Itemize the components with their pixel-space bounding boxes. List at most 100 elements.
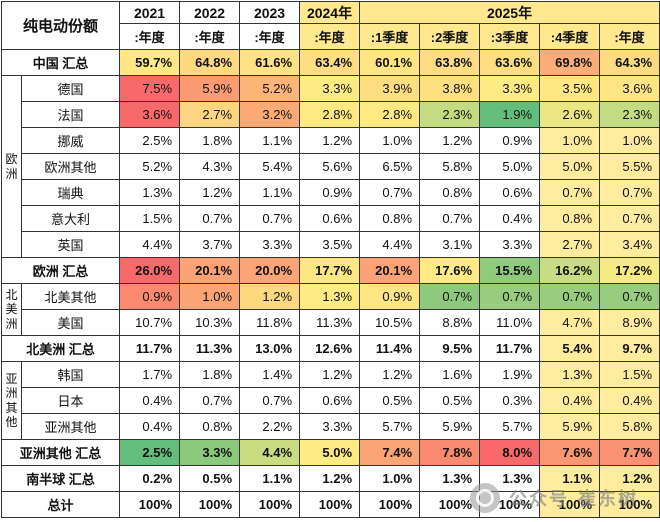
value-cell: 1.2% (299, 361, 361, 388)
value-cell: 0.8% (539, 205, 601, 232)
value-cell: 3.3% (239, 231, 301, 258)
table-title: 纯电动份额 (0, 1, 121, 50)
row-label: 法国 (20, 101, 121, 128)
value-cell: 6.5% (359, 153, 421, 180)
period-header: :3季度 (479, 23, 541, 50)
year-header: 2023 (239, 1, 301, 24)
value-cell: 9.7% (599, 335, 660, 362)
value-cell: 20.1% (359, 257, 421, 284)
value-cell: 1.2% (599, 465, 660, 492)
value-cell: 1.2% (239, 283, 301, 310)
row-label: 瑞典 (20, 179, 121, 206)
period-header: :年度 (299, 23, 361, 50)
value-cell: 63.6% (479, 49, 541, 76)
period-header: :2季度 (419, 23, 481, 50)
value-cell: 10.7% (119, 309, 181, 336)
value-cell: 20.0% (239, 257, 301, 284)
table-row: 北美洲 北美其他 0.9% 1.0% 1.2% 1.3% 0.9% 0.7% 0.7% 0.7% 0… (1, 283, 660, 336)
value-cell: 0.7% (599, 205, 660, 232)
value-cell: 0.4% (479, 205, 541, 232)
value-cell: 8.8% (419, 309, 481, 336)
value-cell: 0.5% (359, 387, 421, 414)
table-row: 欧洲 德国 7.5% 5.9% 5.2% 3.3% 3.9% 3.8% 3.3% 3.5% 3.6% (1, 75, 660, 258)
value-cell: 9.5% (419, 335, 481, 362)
table-row: 意大利 1.5% 0.7% 0.7% 0.6% 0.8% 0.7% 0.4% 0.8% 0.7% (2, 205, 660, 232)
row-label: 英国 (20, 231, 121, 258)
value-cell: 5.9% (419, 413, 481, 440)
value-cell: 0.9% (119, 283, 181, 310)
table-row: 总计 100% 100% 100% 100% 100% 100% 100% 100% 100% (0, 491, 660, 518)
value-cell: 0.6% (299, 205, 361, 232)
summary-label: 南半球 汇总 (0, 465, 121, 492)
value-cell: 5.5% (599, 153, 660, 180)
value-cell: 69.8% (539, 49, 601, 76)
value-cell: 12.6% (299, 335, 361, 362)
value-cell: 1.0% (359, 465, 421, 492)
period-header: :年度 (179, 23, 241, 50)
value-cell: 0.5% (419, 387, 481, 414)
value-cell: 0.7% (599, 179, 660, 206)
year-header: 2024年 (299, 1, 361, 24)
value-cell: 26.0% (119, 257, 181, 284)
value-cell: 7.6% (539, 439, 601, 466)
value-cell: 0.7% (479, 283, 541, 310)
value-cell: 0.7% (419, 205, 481, 232)
summary-label: 中国 汇总 (0, 49, 121, 76)
summary-label: 欧洲 汇总 (0, 257, 121, 284)
period-header: :1季度 (359, 23, 421, 50)
value-cell: 64.8% (179, 49, 241, 76)
value-cell: 3.3% (479, 231, 541, 258)
value-cell: 60.1% (359, 49, 421, 76)
value-cell: 11.7% (119, 335, 181, 362)
value-cell: 5.7% (479, 413, 541, 440)
value-cell: 0.2% (119, 465, 181, 492)
value-cell: 8.0% (479, 439, 541, 466)
table-row: 英国 4.4% 3.7% 3.3% 3.5% 4.4% 3.1% 3.3% 2.7% 3.4% (2, 231, 660, 258)
value-cell: 0.7% (599, 283, 660, 310)
value-cell: 1.5% (119, 205, 181, 232)
row-label: 欧洲其他 (20, 153, 121, 180)
period-header: :4季度 (539, 23, 601, 50)
row-label: 意大利 (20, 205, 121, 232)
value-cell: 2.3% (419, 101, 481, 128)
value-cell: 59.7% (119, 49, 181, 76)
value-cell: 0.7% (539, 179, 601, 206)
table-row: 北美洲 汇总 11.7% 11.3% 13.0% 12.6% 11.4% 9.5% 11.7%… (0, 335, 660, 362)
value-cell: 11.0% (479, 309, 541, 336)
value-cell: 1.3% (119, 179, 181, 206)
value-cell: 1.3% (299, 283, 361, 310)
value-cell: 5.9% (179, 75, 241, 102)
value-cell: 16.2% (539, 257, 601, 284)
header-row-periods: :年度:年度:年度:年度:1季度:2季度:3季度:4季度:年度 (2, 23, 660, 50)
value-cell: 5.8% (599, 413, 660, 440)
value-cell: 100% (599, 491, 660, 518)
value-cell: 5.2% (119, 153, 181, 180)
value-cell: 7.8% (419, 439, 481, 466)
value-cell: 1.0% (599, 127, 660, 154)
value-cell: 1.2% (299, 465, 361, 492)
value-cell: 5.8% (419, 153, 481, 180)
value-cell: 2.7% (539, 231, 601, 258)
value-cell: 3.3% (299, 75, 361, 102)
value-cell: 1.0% (179, 283, 241, 310)
value-cell: 3.5% (299, 231, 361, 258)
value-cell: 0.8% (419, 179, 481, 206)
value-cell: 5.4% (539, 335, 601, 362)
value-cell: 3.5% (539, 75, 601, 102)
value-cell: 100% (539, 491, 601, 518)
value-cell: 5.2% (239, 75, 301, 102)
value-cell: 1.2% (179, 179, 241, 206)
value-cell: 3.3% (179, 439, 241, 466)
value-cell: 1.8% (179, 361, 241, 388)
value-cell: 0.6% (479, 179, 541, 206)
value-cell: 15.5% (479, 257, 541, 284)
value-cell: 0.3% (479, 387, 541, 414)
table-row: 日本 0.4% 0.7% 0.7% 0.6% 0.5% 0.5% 0.3% 0.4% 0.4% (2, 387, 660, 414)
value-cell: 3.6% (119, 101, 181, 128)
table-row: 美国 10.7% 10.3% 11.8% 11.3% 10.5% 8.8% 11.0% 4.7%… (2, 309, 660, 336)
group-label: 北美洲 (1, 283, 22, 336)
table-row: 中国 汇总 59.7% 64.8% 61.6% 63.4% 60.1% 63.8% 63.6%… (0, 49, 660, 76)
value-cell: 10.3% (179, 309, 241, 336)
value-cell: 17.2% (599, 257, 660, 284)
